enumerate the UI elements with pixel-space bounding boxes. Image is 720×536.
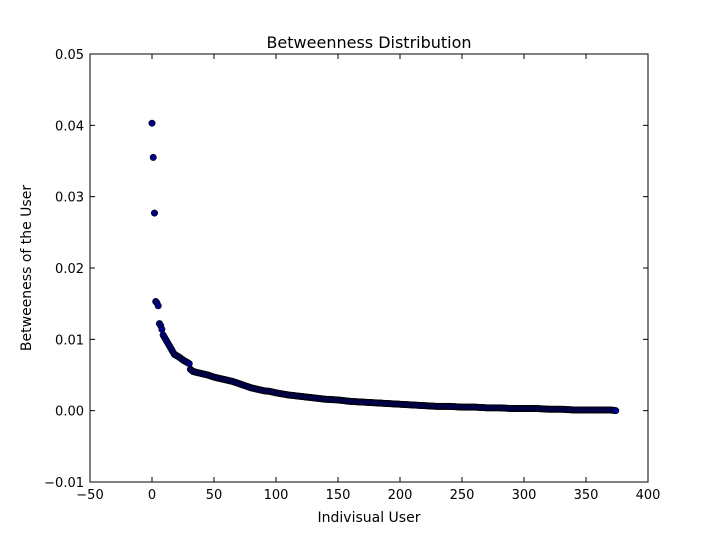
y-axis-label: Betweeness of the User [19,185,35,351]
scatter-point [148,119,156,127]
x-tick-label: 400 [636,488,661,503]
plot-area [148,119,620,415]
y-tick-label: 0.01 [55,333,84,348]
x-tick-label: 300 [512,488,537,503]
chart-title: Betweenness Distribution [266,33,471,52]
y-tick-label: −0.01 [44,476,84,491]
scatter-point [150,209,158,217]
scatter-point [154,302,162,310]
x-tick-label: −50 [76,488,103,503]
x-tick-label: 50 [206,488,223,503]
x-tick-label: 350 [574,488,599,503]
x-tick-label: 200 [388,488,413,503]
x-tick-label: 0 [148,488,156,503]
scatter-point [158,325,166,333]
y-tick-label: 0.04 [55,119,84,134]
plot-frame [89,53,649,483]
x-tick-label: 150 [326,488,351,503]
y-axis: −0.01 0.00 0.01 0.02 0.03 0.04 0.05 [44,48,648,491]
y-tick-label: 0.05 [55,48,84,63]
x-axis: −50 0 50 100 150 200 250 300 350 400 [76,54,660,503]
x-axis-label: Indivisual User [318,510,421,526]
y-tick-label: 0.00 [55,405,84,420]
x-tick-label: 100 [264,488,289,503]
scatter-point [149,153,157,161]
y-tick-label: 0.03 [55,191,84,206]
y-tick-label: 0.02 [55,262,84,277]
scatter-point [185,360,193,368]
scatter-point [612,407,620,415]
x-tick-label: 250 [450,488,475,503]
